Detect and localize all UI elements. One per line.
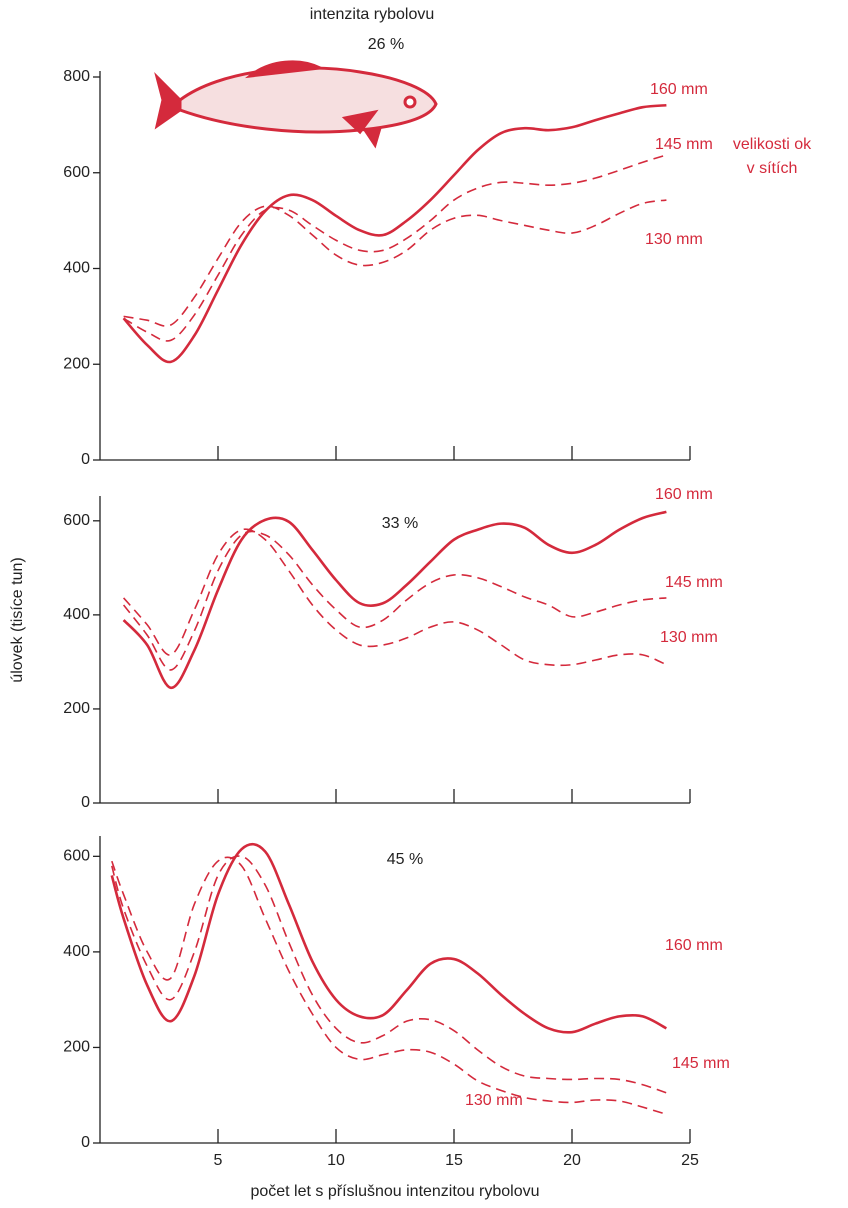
series-label: 145 mm bbox=[655, 136, 713, 153]
data-line bbox=[123, 199, 667, 327]
panel-title: 45 % bbox=[387, 851, 423, 868]
y-tick-label: 600 bbox=[63, 512, 90, 529]
y-tick-label: 200 bbox=[63, 355, 90, 372]
data-line bbox=[110, 842, 668, 1034]
x-axis-label: počet let s příslušnou intenzitou rybolo… bbox=[250, 1183, 539, 1200]
series-label: 130 mm bbox=[660, 629, 718, 646]
x-tick-label: 25 bbox=[681, 1152, 699, 1169]
series-label: 160 mm bbox=[650, 81, 708, 98]
legend-title: v sítích bbox=[747, 160, 798, 177]
y-tick-label: 0 bbox=[81, 1134, 90, 1151]
data-line bbox=[111, 855, 667, 1094]
legend-title: velikosti ok bbox=[733, 136, 812, 153]
y-tick-label: 200 bbox=[63, 700, 90, 717]
series-label: 130 mm bbox=[645, 231, 703, 248]
y-tick-label: 400 bbox=[63, 606, 90, 623]
series-label: 160 mm bbox=[665, 937, 723, 954]
x-tick-label: 10 bbox=[327, 1152, 345, 1169]
x-tick-label: 15 bbox=[445, 1152, 463, 1169]
y-tick-label: 600 bbox=[63, 848, 90, 865]
panel-subtitle: 26 % bbox=[368, 36, 404, 53]
x-tick-label: 20 bbox=[563, 1152, 581, 1169]
series-label: 160 mm bbox=[655, 486, 713, 503]
panel-title: 33 % bbox=[382, 515, 418, 532]
y-tick-label: 800 bbox=[63, 68, 90, 85]
y-tick-label: 400 bbox=[63, 260, 90, 277]
y-tick-label: 0 bbox=[81, 451, 90, 468]
data-line bbox=[122, 510, 667, 690]
series-label: 130 mm bbox=[465, 1092, 523, 1109]
panel-title: intenzita rybolovu bbox=[310, 6, 435, 23]
y-tick-label: 600 bbox=[63, 164, 90, 181]
y-tick-label: 0 bbox=[81, 794, 90, 811]
y-tick-label: 200 bbox=[63, 1039, 90, 1056]
data-line bbox=[111, 856, 667, 1116]
data-line bbox=[122, 530, 667, 671]
y-axis-label: úlovek (tisíce tun) bbox=[9, 557, 26, 682]
data-line bbox=[122, 528, 667, 667]
data-line bbox=[122, 103, 667, 364]
series-label: 145 mm bbox=[672, 1055, 730, 1072]
series-label: 145 mm bbox=[665, 574, 723, 591]
y-tick-label: 400 bbox=[63, 943, 90, 960]
fish-illustration bbox=[154, 60, 438, 149]
x-tick-label: 5 bbox=[214, 1152, 223, 1169]
data-line bbox=[123, 154, 667, 342]
